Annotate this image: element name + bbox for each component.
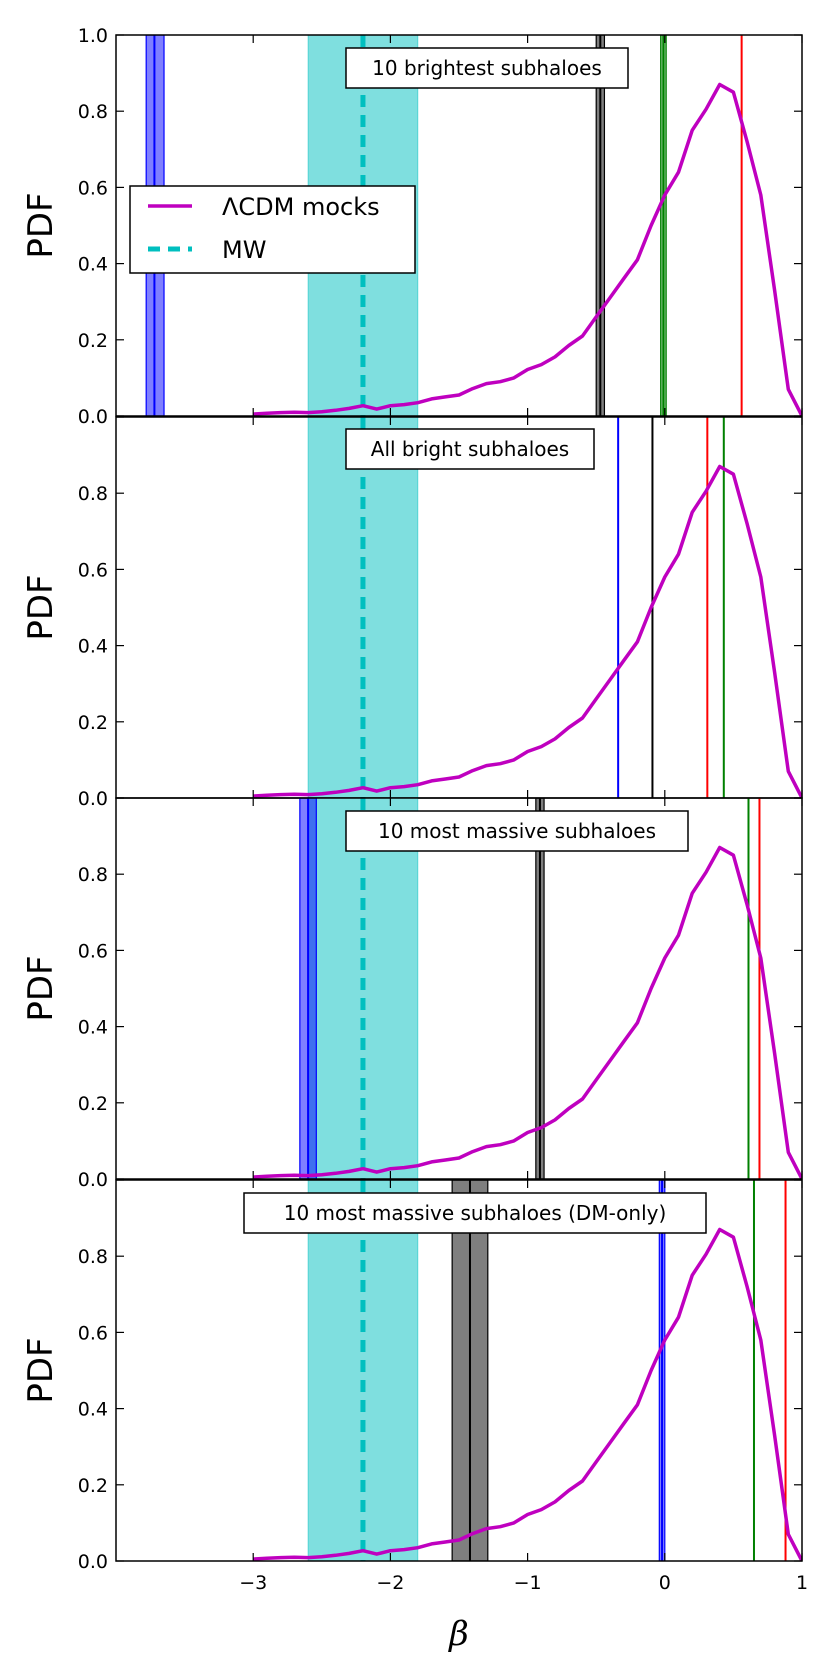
plot-area	[253, 1180, 802, 1561]
legend-label-mocks: ΛCDM mocks	[222, 193, 380, 221]
y-tick-label: 0.8	[78, 101, 108, 123]
legend: ΛCDM mocks MW	[129, 185, 416, 274]
axes-frame	[115, 1179, 803, 1562]
x-axis-label: β	[447, 1614, 469, 1654]
y-tick-label: 0.4	[78, 254, 108, 276]
panel-3: 0.0 0.2 0.4 0.6 0.8 PDF 10 most massive subhal…	[21, 797, 803, 1191]
x-tick-label: −3	[239, 1572, 267, 1594]
annotation-box	[345, 47, 629, 89]
mocks-curve	[253, 845, 802, 1179]
annotation-text: All bright subhaloes	[371, 437, 569, 461]
y-tick-label: 0.2	[78, 1475, 108, 1497]
y-tick-label: 0.2	[78, 330, 108, 352]
x-tick-label: −1	[514, 1572, 542, 1594]
y-tick-label: 0.4	[78, 636, 108, 658]
y-axis-label: PDF	[21, 1337, 61, 1403]
y-tick-label: 0.2	[78, 712, 108, 734]
annotation-text: 10 brightest subhaloes	[372, 56, 602, 80]
y-tick-label: 0.6	[78, 1322, 108, 1344]
y-tick-label: 0.4	[78, 1399, 108, 1421]
x-tick-label: −2	[376, 1572, 404, 1594]
y-axis-label: PDF	[21, 574, 61, 640]
y-tick-label: 0.6	[78, 559, 108, 581]
y-tick-label: 0.0	[78, 1551, 108, 1573]
panel-2: 0.0 0.2 0.4 0.6 0.8 PDF All bright subhaloes	[21, 416, 803, 810]
annotation-box	[345, 428, 595, 470]
y-tick-label: 0.8	[78, 1246, 108, 1268]
annotation-box	[345, 810, 689, 852]
y-tick-label: 0.0	[78, 1169, 108, 1191]
y-tick-label: 0.2	[78, 1093, 108, 1115]
plot-area	[253, 798, 802, 1179]
annotation-text: 10 most massive subhaloes (DM-only)	[284, 1201, 667, 1225]
legend-label-mw: MW	[222, 236, 266, 264]
y-tick-label: 1.0	[78, 25, 108, 47]
mocks-curve	[253, 82, 802, 416]
y-tick-label: 0.0	[78, 406, 108, 428]
annotation-text: 10 most massive subhaloes	[378, 819, 656, 843]
axes-frame	[115, 34, 803, 417]
y-axis-label: PDF	[21, 192, 61, 258]
x-tick-label: 1	[796, 1572, 808, 1594]
annotation-box	[243, 1192, 707, 1234]
y-tick-label: 0.4	[78, 1017, 108, 1039]
y-tick-label: 0.6	[78, 177, 108, 199]
panel-4: 0.0 0.2 0.4 0.6 0.8 PDF 10 most massive subhal…	[21, 1179, 808, 1654]
y-tick-label: 0.0	[78, 788, 108, 810]
axes-frame	[115, 797, 803, 1180]
y-tick-label: 0.8	[78, 864, 108, 886]
plot-area	[253, 417, 802, 798]
mocks-curve	[253, 464, 802, 798]
y-axis-label: PDF	[21, 955, 61, 1021]
x-tick-label: 0	[659, 1572, 671, 1594]
legend-box	[129, 185, 416, 274]
panel-1: 0.0 0.2 0.4 0.6 0.8 1.0 PDF 10 brightest subhal…	[21, 25, 803, 428]
mocks-curve	[253, 1227, 802, 1561]
y-tick-label: 0.6	[78, 940, 108, 962]
y-tick-label: 0.8	[78, 483, 108, 505]
